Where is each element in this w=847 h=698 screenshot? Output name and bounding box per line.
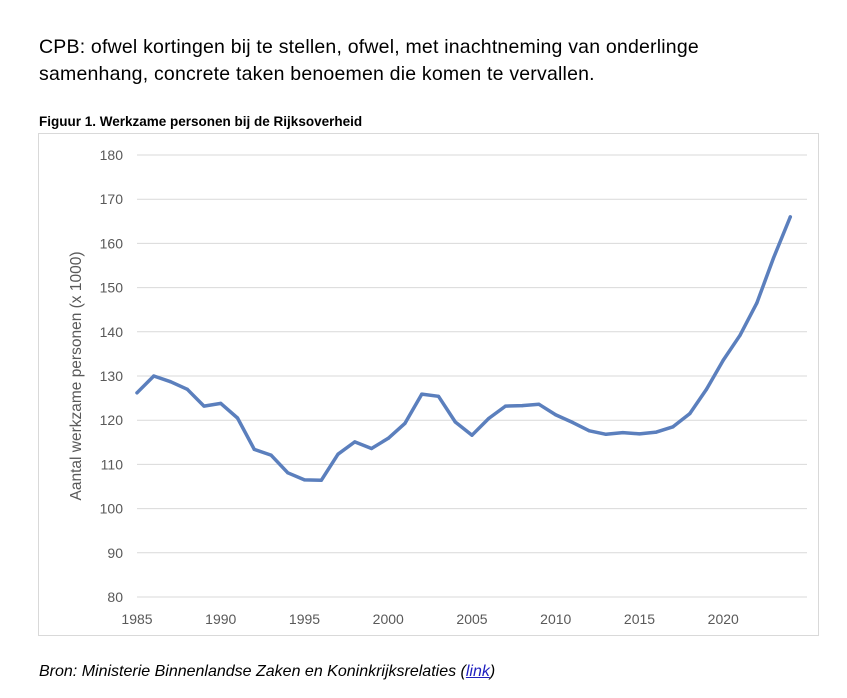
source-link[interactable]: link [465, 663, 490, 680]
data-point-1991 [235, 416, 240, 420]
data-point-2017 [671, 425, 675, 429]
x-tick-labels: 1985 1990 1995 2000 2005 2010 2015 2020 [121, 611, 739, 627]
data-point-2002 [420, 392, 424, 396]
data-point-2015 [637, 432, 642, 436]
figure-title: Figuur 1. Werkzame personen bij de Rijks… [39, 114, 363, 129]
data-point-2009 [537, 402, 541, 406]
data-point-2007 [503, 404, 508, 408]
x-tick-label: 2010 [540, 611, 571, 627]
y-tick-label: 130 [100, 368, 124, 384]
data-point-2006 [487, 416, 491, 421]
data-point-2012 [587, 429, 591, 433]
data-point-2023 [771, 256, 776, 260]
intro-text: CPB: ofwel kortingen bij te stellen, ofw… [39, 34, 829, 88]
data-points [135, 215, 792, 482]
y-tick-label: 120 [100, 412, 124, 428]
x-tick-label: 1990 [205, 611, 236, 627]
data-point-1997 [336, 452, 340, 456]
x-tick-label: 2015 [624, 611, 655, 627]
data-point-2008 [520, 404, 524, 408]
data-point-1994 [286, 471, 290, 475]
x-tick-label: 2000 [373, 611, 404, 627]
data-point-1987 [168, 380, 173, 384]
data-point-1988 [185, 387, 189, 391]
y-tick-label: 110 [101, 456, 124, 472]
x-tick-label: 2020 [708, 611, 739, 627]
x-tick-label: 1985 [121, 611, 152, 627]
y-tick-label: 150 [100, 280, 124, 296]
data-point-2010 [554, 413, 558, 417]
data-point-2013 [604, 432, 608, 436]
y-tick-label: 80 [107, 589, 123, 605]
data-point-1998 [353, 440, 357, 444]
data-point-2022 [755, 301, 759, 305]
chart-frame: 80 90 100 110 120 130 140 150 160 170 180 1985 1990… [38, 133, 819, 636]
data-point-2016 [654, 430, 658, 434]
x-tick-label: 1995 [289, 611, 320, 627]
data-point-1985 [135, 391, 139, 395]
data-point-2001 [403, 421, 407, 425]
source-note: Bron: Ministerie Binnenlandse Zaken en K… [39, 663, 495, 681]
intro-line-1: CPB: ofwel kortingen bij te stellen, ofw… [39, 36, 699, 58]
y-tick-label: 90 [107, 545, 123, 561]
y-tick-label: 170 [100, 191, 124, 207]
source-prefix: Bron: Ministerie Binnenlandse Zaken en K… [39, 663, 466, 680]
data-point-1995 [302, 478, 307, 482]
y-tick-labels: 80 90 100 110 120 130 140 150 160 170 180 [100, 147, 124, 605]
data-point-2018 [688, 411, 692, 416]
data-point-1993 [269, 453, 273, 457]
data-point-1989 [202, 404, 206, 408]
intro-line-2: samenhang, concrete taken benoemen die k… [39, 63, 595, 85]
data-point-2021 [738, 333, 742, 337]
data-point-2024 [788, 215, 792, 219]
data-point-2011 [570, 420, 575, 425]
data-point-1986 [152, 374, 156, 378]
series-line-0 [135, 215, 793, 483]
data-point-2004 [453, 420, 457, 424]
line-chart: 80 90 100 110 120 130 140 150 160 170 180 1985 1990… [68, 147, 807, 627]
data-point-2005 [470, 433, 474, 437]
source-suffix: ) [489, 663, 496, 680]
data-point-1999 [369, 446, 374, 451]
y-axis-title: Aantal werkzame personen (x 1000) [68, 252, 85, 501]
data-point-2003 [436, 394, 441, 398]
x-tick-label: 2005 [456, 611, 487, 627]
grid-lines [137, 154, 807, 598]
y-tick-label: 160 [100, 235, 124, 251]
y-tick-label: 140 [100, 324, 124, 340]
data-point-2020 [721, 358, 725, 362]
data-point-1992 [252, 447, 256, 451]
data-point-2014 [621, 430, 625, 435]
data-point-1990 [219, 401, 223, 406]
data-point-1996 [319, 478, 323, 482]
data-point-2019 [704, 387, 709, 391]
series-layer [135, 215, 793, 483]
y-tick-label: 100 [100, 501, 124, 517]
data-point-2000 [386, 436, 390, 440]
y-tick-label: 180 [100, 147, 124, 163]
